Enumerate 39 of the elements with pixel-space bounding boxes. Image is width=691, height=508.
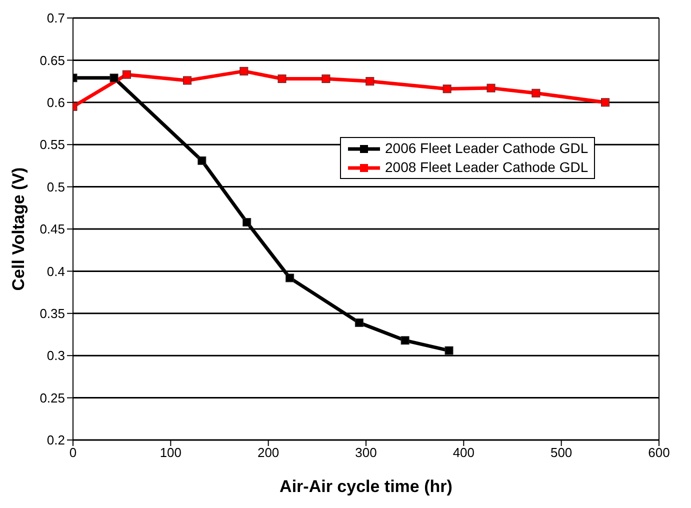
point [322,74,330,84]
point [442,84,452,94]
x-axis-title: Air-Air cycle time (hr) [280,477,452,496]
point [444,346,454,355]
y-tick-label: 0.5 [46,179,65,194]
point [183,76,192,85]
x-tick-label: 200 [257,445,280,460]
y-axis-title: Cell Voltage (V) [9,167,28,291]
legend-label: 2008 Fleet Leader Cathode GDL [385,158,588,177]
x-tick-label: 0 [69,445,77,460]
point [278,74,286,84]
point [354,318,364,327]
y-tick-label: 0.25 [40,390,65,406]
point [286,274,294,282]
point [400,336,410,345]
x-tick-label: 500 [550,445,572,460]
y-tick-label: 0.55 [40,137,65,152]
point [122,70,131,79]
point [486,84,496,92]
point [198,156,206,165]
point [240,66,248,76]
y-tick-label: 0.2 [46,432,65,448]
x-tick-label: 600 [648,445,670,460]
y-tick-label: 0.6 [46,95,65,110]
x-tick-label: 100 [160,445,182,460]
y-tick-label: 0.35 [40,306,65,322]
y-tick-label: 0.3 [46,348,65,364]
y-tick-label: 0.4 [46,264,65,279]
y-tick-label: 0.45 [40,222,65,237]
point [366,77,374,86]
point [110,74,118,82]
point [242,218,252,226]
x-tick-label: 400 [452,445,475,460]
point [601,98,610,107]
legend-label: 2006 Fleet Leader Cathode GDL [385,139,588,158]
y-tick-label: 0.65 [40,52,65,68]
y-tick-label: 0.7 [46,10,65,26]
x-tick-label: 300 [355,445,377,460]
point [532,88,540,98]
